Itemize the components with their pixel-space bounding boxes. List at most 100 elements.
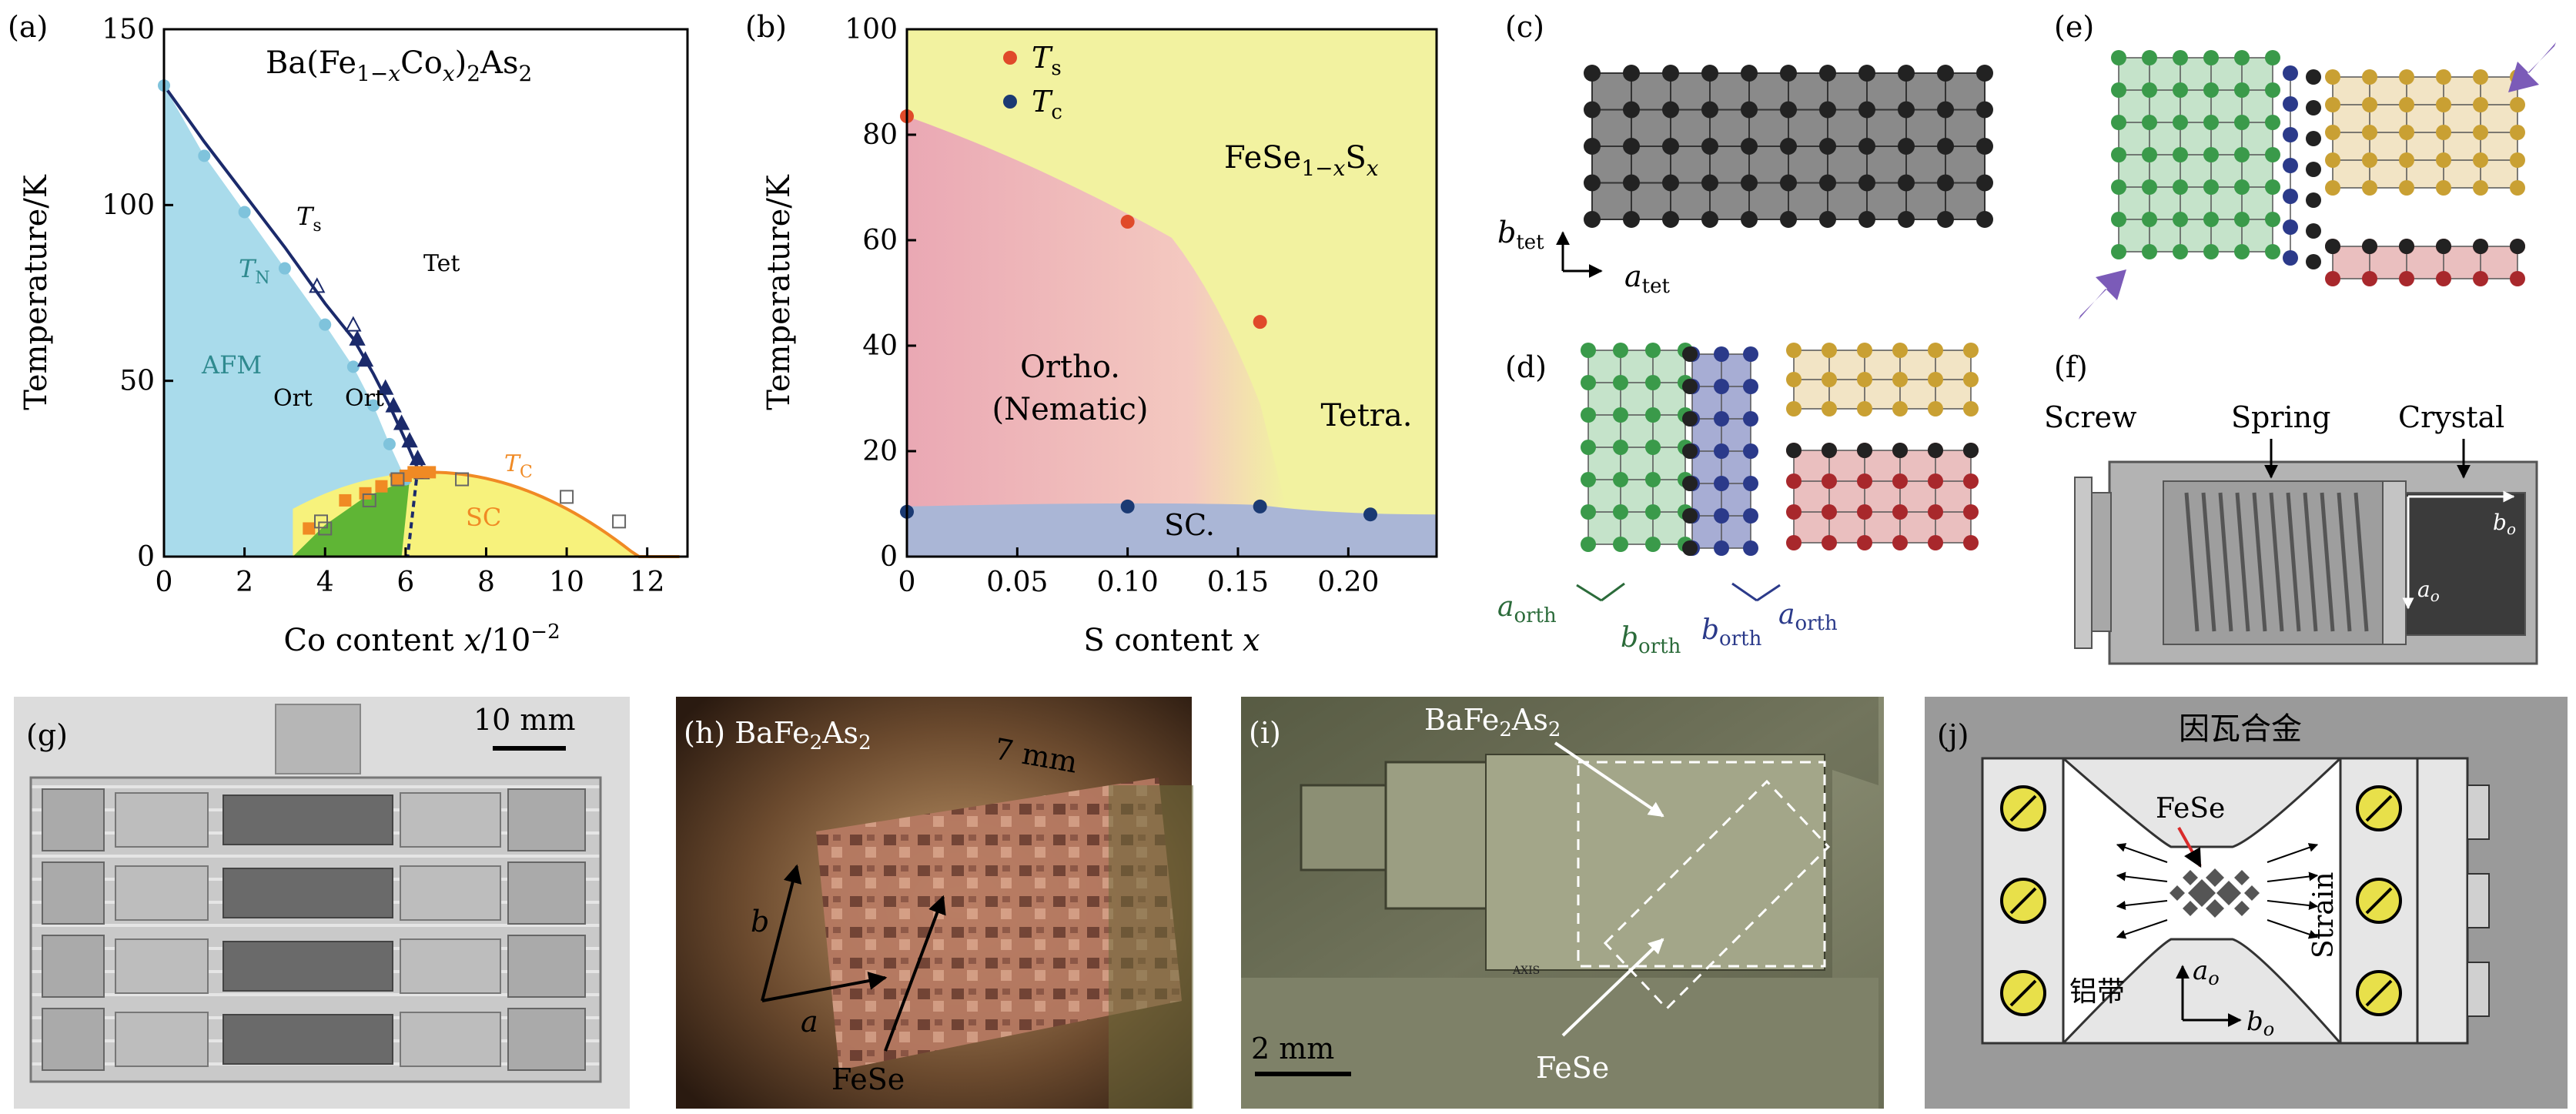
- d-navy-atom: [1743, 411, 1758, 427]
- g-clamp-block: [400, 938, 501, 994]
- d-navy-atom: [1714, 476, 1729, 491]
- e-detwinned-domains: [2111, 50, 2525, 286]
- e-green-atom: [2173, 179, 2188, 195]
- d-boundary-atom: [1786, 443, 1802, 458]
- g-spring-block: [115, 792, 209, 848]
- j-fese-crystal: [2183, 901, 2198, 916]
- panel-label-d: (d): [1505, 350, 1547, 384]
- d-green-atom: [1645, 504, 1661, 520]
- j-strain-arrow-right: [2267, 871, 2319, 882]
- a-ytick-label: 150: [102, 14, 155, 45]
- e-green-atom: [2173, 50, 2188, 65]
- d-boundary-atom: [1682, 476, 1698, 491]
- d-green-atom: [1645, 407, 1661, 423]
- e-gold-atom: [2325, 152, 2340, 168]
- d-green-atom: [1581, 472, 1596, 487]
- e-navy-atom: [2283, 219, 2298, 235]
- d-boundary-atom: [1682, 379, 1698, 394]
- e-green-atom: [2203, 115, 2219, 130]
- e-gold-atom: [2473, 152, 2488, 168]
- j-fese-crystal: [2183, 870, 2198, 885]
- c-atom: [1780, 211, 1797, 228]
- e-green-atom: [2203, 212, 2219, 227]
- d-navy-atom: [1714, 411, 1729, 427]
- b-phase-regions: [907, 29, 1437, 557]
- j-screw-slot: [2009, 795, 2037, 822]
- a-axes: 0 2 4 6 8 10 12 0 50 100 150: [102, 14, 664, 598]
- j-fese-crystal: [2234, 901, 2250, 916]
- d-boundary-atom: [1682, 540, 1698, 556]
- b-ytick-label: 100: [845, 14, 898, 45]
- d-red-atom: [1892, 473, 1908, 489]
- g-right-screw: [507, 1008, 586, 1071]
- panel-label-b: (b): [745, 10, 787, 44]
- c-atom: [1741, 138, 1758, 155]
- d-green-atom: [1581, 504, 1596, 520]
- a-ytick-label: 100: [102, 189, 155, 221]
- d-orth-domains: [1581, 343, 1979, 556]
- e-boundary-atom: [2510, 239, 2525, 254]
- c-atom: [1741, 65, 1758, 82]
- e-green-atom: [2203, 179, 2219, 195]
- a-data-marks: [158, 79, 680, 558]
- d-gold-atom: [1786, 401, 1802, 416]
- d-red-atom: [1786, 504, 1802, 520]
- a-tc-square: [375, 480, 388, 493]
- c-atom: [1584, 174, 1601, 192]
- j-strain-arrow-right: [2267, 919, 2319, 939]
- b-nematic-region: [907, 116, 1287, 510]
- c-atom: [1937, 174, 1954, 192]
- b-xtick-label: 0.10: [1097, 567, 1159, 598]
- e-gold-atom: [2473, 69, 2488, 85]
- e-green-atom: [2203, 50, 2219, 65]
- i-pusher: [1384, 761, 1495, 910]
- d-boundary-atom: [1963, 443, 1979, 458]
- e-green-atom: [2142, 244, 2157, 259]
- e-red-atom: [2436, 271, 2451, 286]
- d-gold-atom: [1857, 401, 1872, 416]
- c-atom: [1976, 211, 1993, 228]
- g-top-tab: [275, 704, 361, 774]
- e-green-atom: [2142, 50, 2157, 65]
- a-tc-open-square: [612, 514, 627, 529]
- a-tc-square: [423, 466, 437, 479]
- j-ao-label: ao: [2193, 955, 2220, 989]
- c-atom: [1662, 174, 1679, 192]
- d-green-atom: [1581, 440, 1596, 455]
- b-xtick-label: 0.15: [1207, 567, 1269, 598]
- e-green-atom: [2173, 115, 2188, 130]
- d-green-atom: [1581, 537, 1596, 552]
- h-a-label: a: [801, 1005, 818, 1039]
- c-atom: [1780, 174, 1797, 192]
- d-navy-atom: [1743, 540, 1758, 556]
- h-a-axis-arrow: [761, 972, 888, 1002]
- b-ortho-label: Ortho.: [1020, 350, 1120, 385]
- b-title: FeSe1−xSx: [1224, 140, 1379, 181]
- e-compress-arrow-top-right: [2508, 42, 2556, 92]
- b-ytick-label: 0: [880, 541, 898, 573]
- a-ts-triangle: [356, 351, 374, 367]
- a-tn-point: [278, 262, 291, 275]
- a-xtick-label: 2: [236, 567, 253, 598]
- e-gold-atom: [2473, 180, 2488, 196]
- d-green-atom: [1613, 472, 1628, 487]
- c-atom: [1937, 101, 1954, 119]
- e-gold-atom: [2510, 180, 2525, 196]
- panel-label-i: (i): [1249, 716, 1281, 750]
- e-navy-atom: [2283, 127, 2298, 142]
- a-ts-dashed: [406, 468, 420, 557]
- a-afm-label: AFM: [201, 350, 262, 380]
- h-crystal: [816, 778, 1182, 1070]
- b-ts-point: [1120, 215, 1135, 229]
- j-screw-slot: [2009, 887, 2037, 915]
- e-boundary-atom: [2306, 223, 2321, 239]
- j-strain-label: Strain: [2308, 872, 2340, 959]
- g-left-screw: [42, 861, 105, 925]
- d-green-atom: [1581, 375, 1596, 390]
- c-atom: [1662, 65, 1679, 82]
- e-gold-atom: [2436, 69, 2451, 85]
- e-gold-atom: [2510, 125, 2525, 140]
- a-xlabel: Co content x/10−2: [283, 621, 560, 658]
- b-xtick-label: 0: [898, 567, 916, 598]
- d-red-atom: [1822, 535, 1837, 550]
